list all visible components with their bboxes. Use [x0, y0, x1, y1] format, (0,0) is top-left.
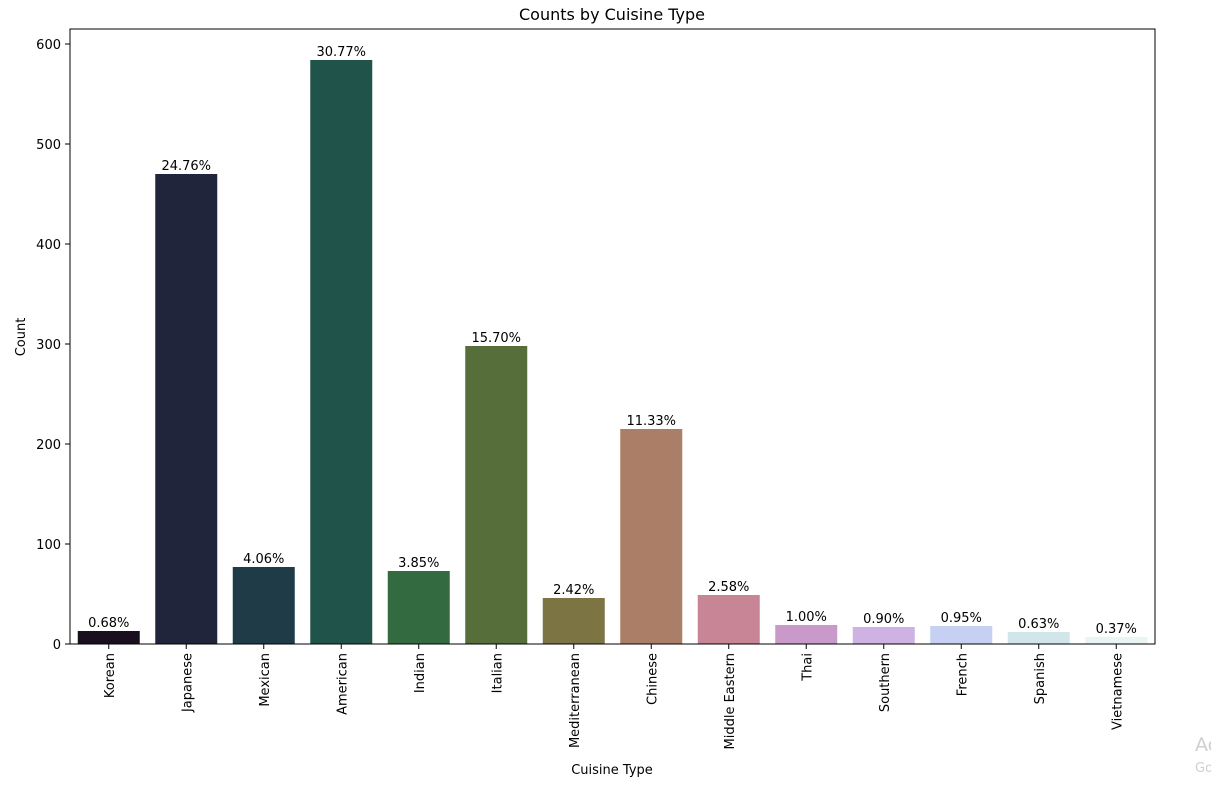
x-tick-label-southern: Southern: [878, 653, 893, 712]
data-label-mexican: 4.06%: [243, 552, 284, 567]
chart-title: Counts by Cuisine Type: [519, 5, 705, 24]
bar-vietnamese: [1085, 637, 1148, 644]
x-tick-label-japanese: Japanese: [180, 653, 195, 713]
plot-frame: [69, 28, 1156, 645]
x-axis-label: Cuisine Type: [571, 763, 653, 778]
bar-southern: [852, 627, 915, 644]
y-tick-label-100: 100: [36, 538, 61, 553]
data-label-mediterranean: 2.42%: [553, 583, 594, 598]
x-tick-label-italian: Italian: [490, 653, 505, 693]
y-tick-label-500: 500: [36, 138, 61, 153]
x-tick-label-american: American: [335, 653, 350, 715]
bar-thai: [775, 625, 838, 644]
data-label-southern: 0.90%: [863, 612, 904, 627]
data-label-indian: 3.85%: [398, 556, 439, 571]
y-tick-label-200: 200: [36, 438, 61, 453]
x-tick-label-spanish: Spanish: [1033, 653, 1048, 704]
data-label-italian: 15.70%: [471, 331, 521, 346]
bar-mexican: [232, 567, 295, 644]
x-axis: Korean Japanese Mexican American Indian Itali…: [103, 644, 1125, 749]
bar-korean: [77, 631, 140, 644]
bar-japanese: [155, 174, 218, 644]
x-tick-label-chinese: Chinese: [645, 653, 660, 705]
data-label-thai: 1.00%: [786, 610, 827, 625]
y-tick-label-300: 300: [36, 338, 61, 353]
data-label-french: 0.95%: [941, 611, 982, 626]
bar-mediterranean: [542, 598, 605, 644]
y-tick-label-600: 600: [36, 38, 61, 53]
data-label-spanish: 0.63%: [1018, 617, 1059, 632]
bar-italian: [465, 346, 528, 644]
x-tick-label-french: French: [955, 653, 970, 696]
y-tick-label-400: 400: [36, 238, 61, 253]
y-axis-label: Count: [14, 318, 29, 357]
data-label-korean: 0.68%: [88, 616, 129, 631]
data-labels-layer: 0.68% 24.76% 4.06% 30.77% 3.85% 15.70% 2.42% 11…: [88, 45, 1137, 637]
data-label-vietnamese: 0.37%: [1096, 622, 1137, 637]
x-tick-label-middle-eastern: Middle Eastern: [723, 653, 738, 749]
data-label-chinese: 11.33%: [626, 414, 676, 429]
x-tick-label-indian: Indian: [413, 653, 428, 693]
watermark-line2: Go: [1195, 761, 1211, 776]
bar-indian: [387, 571, 450, 644]
y-axis: 0 100 200 300 400 500 600: [36, 38, 70, 653]
bar-french: [930, 626, 993, 644]
bar-spanish: [1007, 632, 1070, 644]
x-tick-label-thai: Thai: [800, 653, 815, 682]
bar-chinese: [620, 429, 683, 644]
x-tick-label-mediterranean: Mediterranean: [568, 653, 583, 748]
x-tick-label-mexican: Mexican: [258, 653, 273, 707]
data-label-american: 30.77%: [316, 45, 366, 60]
watermark-line1: Ac: [1195, 734, 1211, 756]
x-tick-label-vietnamese: Vietnamese: [1110, 653, 1125, 730]
data-label-japanese: 24.76%: [161, 159, 211, 174]
bar-middle-eastern: [697, 595, 760, 644]
y-tick-label-0: 0: [53, 638, 61, 653]
x-tick-label-korean: Korean: [103, 653, 118, 698]
bar-american: [310, 60, 373, 644]
data-label-middle-eastern: 2.58%: [708, 580, 749, 595]
bars-layer: [77, 60, 1148, 644]
